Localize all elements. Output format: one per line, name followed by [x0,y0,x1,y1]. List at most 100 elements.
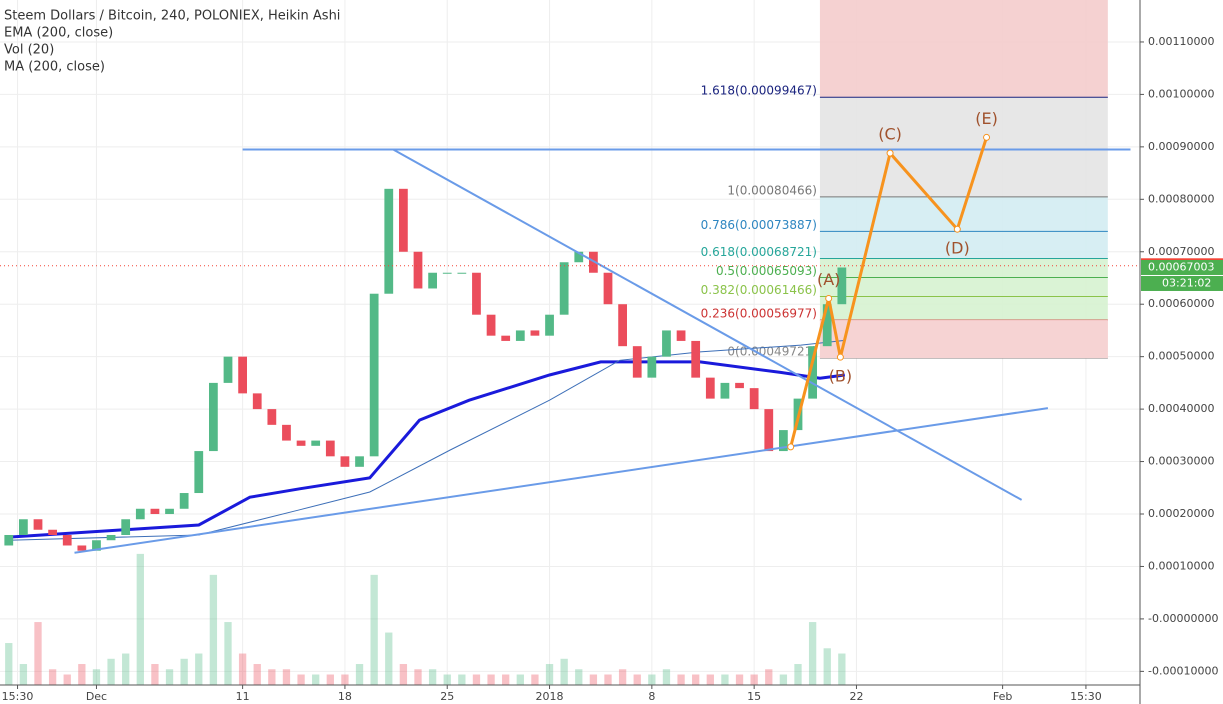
volume-bar [165,669,174,685]
volume-bar [63,674,71,685]
candle-body [676,330,686,341]
volume-bar [297,674,305,685]
candle-body [340,456,350,467]
volume-bar [341,674,349,685]
candle-body [647,356,657,378]
volume-bar [414,669,422,685]
volume-bar [765,669,773,685]
volume-bar [5,643,13,685]
volume-bar [48,669,57,685]
axis-panel [1140,0,1223,704]
fib-label: 0.236(0.00056977) [701,307,817,321]
candle-body [632,346,642,378]
wave-point [825,294,833,302]
volume-bar [779,674,788,685]
wave-label: (E) [975,109,998,128]
axis-layer: 0.00110000 0.00100000 0.00090000 0.00080000… [2,35,1223,703]
candle-body [194,451,204,494]
candle-body [150,508,160,515]
candle-body [19,519,28,535]
candle-body [4,534,14,546]
y-tick-label: 0.00070000 [1148,245,1214,258]
wave-point [787,443,795,451]
fib-band [819,320,1108,359]
fib-label: 0.786(0.00073887) [701,218,817,232]
x-tick-label: 8 [648,690,655,703]
candle-body [209,382,218,452]
candle-body [92,540,101,551]
candle-body [822,304,832,347]
candle-body [106,534,116,541]
volume-bar [633,674,641,685]
candle-body [121,519,131,535]
volume-bar [735,674,744,685]
candle-body [574,251,584,263]
ma-line [8,360,845,539]
indicator-name: MA (200, close) [4,60,105,75]
volume-bar [443,674,451,685]
volume-bar [180,658,188,685]
volume-bar [326,674,334,685]
x-tick-label: 18 [338,690,352,703]
volume-bar [355,664,364,685]
candle-body [165,508,174,515]
price-tag-label: 0.00067003 [1148,260,1214,273]
candle-body [691,340,701,378]
volume-bar [122,653,130,685]
candle-body [267,409,277,425]
wave-point [886,149,894,157]
volume-bar [823,648,831,685]
candle-body [720,382,730,399]
wave-point [983,133,991,141]
candle-body [618,304,627,347]
volume-bar [238,653,247,685]
volume-bar [107,658,115,685]
candle-body [603,272,613,305]
volume-bar [808,622,817,685]
x-tick-label: 15 [747,690,761,703]
wave-label: (C) [878,125,902,144]
candle-body [77,545,87,551]
price-tag [1141,259,1223,275]
volume-bar [282,669,291,685]
wave-label: (D) [945,239,970,258]
volume-bar [385,632,393,685]
candle-body [311,440,321,446]
candle-body [428,272,437,289]
fib-band [819,97,1108,197]
volume-bar [648,674,656,685]
x-tick-label: 25 [440,690,454,703]
candle-body [515,330,525,341]
fib-band [819,196,1108,232]
volume-bar [560,658,568,685]
wave-point [836,353,844,361]
volume-bar [750,674,758,685]
y-tick-label: 0.00090000 [1148,140,1214,153]
fib-label: 0.382(0.00061466) [701,283,817,297]
fib-band [819,277,1108,297]
axis-panel [0,685,1140,704]
volume-bar [677,674,685,685]
indicator-name: EMA (200, close) [4,26,113,41]
volume-bar [589,674,598,685]
candle-body [384,188,394,294]
chart-title: Steem Dollars / Bitcoin, 240, POLONIEX, … [4,9,340,24]
fib-band [819,258,1108,278]
candle-body [837,267,847,305]
candle-body [296,440,306,446]
volume-bar [516,674,524,685]
fib-label: 1.618(0.00099467) [701,84,817,98]
candle-body [179,493,189,509]
volume-bar [618,669,627,685]
volume-bar [531,674,539,685]
candle-body [559,262,569,315]
candle-body [238,356,247,394]
y-tick-label: -0.00000000 [1148,612,1218,625]
wave-point [953,225,961,233]
candle-body [808,346,817,399]
volume-bar [399,664,408,685]
ma-line [8,339,845,541]
x-tick-label: 22 [849,690,863,703]
volume-bar [458,674,466,685]
